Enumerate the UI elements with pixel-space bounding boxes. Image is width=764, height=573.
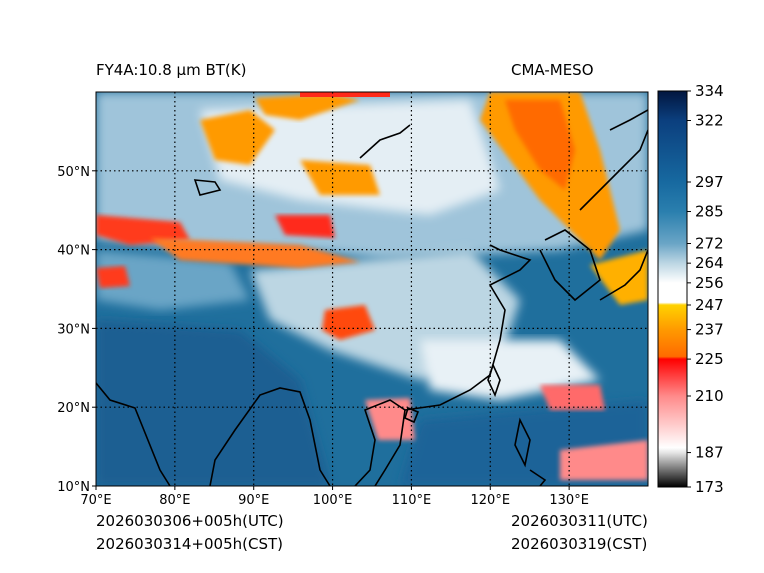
philippines-south [529, 469, 547, 486]
coastline-korea [539, 229, 601, 302]
colorbar [657, 90, 688, 488]
sichuan-red-cloud [322, 305, 375, 340]
init-time-utc: 2026030306+005h(UTC) [96, 512, 284, 530]
coastline-russia-east [579, 129, 648, 211]
coastline-okhotsk [609, 109, 648, 131]
lat-tick-label: 50°N [57, 165, 90, 180]
india-warm-region [96, 320, 330, 486]
lat-tick-label: 20°N [57, 401, 90, 416]
siberia-cloud-2 [255, 94, 360, 120]
india-high-cloud [96, 250, 250, 310]
longitude-axis: 70°E 80°E 90°E 100°E 110°E 120°E 130°E [80, 486, 589, 508]
colorbar-tick-label: 297 [695, 173, 724, 191]
west-red-blob [96, 266, 130, 288]
valid-time-utc: 2026030311(UTC) [511, 512, 648, 530]
coastline-bay-of-bengal [209, 387, 331, 486]
lon-tick-label: 70°E [80, 493, 111, 508]
colorbar-tick-label: 272 [695, 234, 724, 252]
lon-tick-label: 130°E [549, 493, 589, 508]
lon-tick-label: 90°E [238, 493, 269, 508]
colorbar-tick-label: 264 [695, 254, 724, 272]
coastline-japan [599, 249, 648, 301]
lat-tick-label: 40°N [57, 244, 90, 259]
philippine-convection [540, 385, 605, 410]
caspian-lake [193, 179, 222, 196]
north-red-cloud-1 [96, 215, 190, 245]
init-time-cst: 2026030314+005h(CST) [96, 535, 284, 553]
northern-white-cloud [200, 100, 500, 215]
model-name: CMA-MESO [511, 61, 594, 79]
lat-tick-label: 10°N [57, 480, 90, 495]
product-title: FY4A:10.8 μm BT(K) [96, 61, 247, 79]
colorbar-tick-label: 225 [695, 350, 724, 368]
taiwan-island [487, 362, 501, 398]
lat-tick-label: 30°N [57, 322, 90, 337]
north-orange-band [150, 238, 360, 268]
coastline-india [96, 382, 171, 486]
latitude-axis: 10°N 20°N 30°N 40°N 50°N [57, 165, 96, 495]
siberia-cloud-1 [200, 110, 275, 165]
coastline-indochina [354, 399, 406, 486]
coastline-china [404, 244, 532, 411]
colorbar-tick-label: 256 [695, 274, 724, 292]
colorbar-tick-label: 237 [695, 321, 724, 339]
map-frame [95, 91, 649, 487]
top-red-strip [300, 92, 390, 97]
colorbar-tick-label: 322 [695, 112, 724, 130]
lon-tick-label: 110°E [392, 493, 432, 508]
lon-tick-label: 120°E [471, 493, 511, 508]
tropical-convection [560, 440, 648, 480]
colorbar-tick-label: 247 [695, 296, 724, 314]
east-yellow-cloud [590, 250, 648, 305]
valid-time-cst: 2026030319(CST) [511, 535, 648, 553]
lon-tick-label: 80°E [159, 493, 190, 508]
lake-baikal [359, 124, 411, 159]
colorbar-tick-label: 334 [695, 82, 724, 100]
colorbar-tick-label: 285 [695, 203, 724, 221]
coastlines [96, 109, 648, 486]
colorbar-ticks: 173 187 210 225 237 247 256 264 272 285 297 322 334 [687, 82, 724, 496]
colorbar-tick-label: 210 [695, 387, 724, 405]
colorbar-tick-label: 173 [695, 478, 724, 496]
lon-tick-label: 100°E [313, 493, 353, 508]
philippines-luzon [514, 417, 531, 468]
pacific-frontal-core [505, 100, 575, 190]
colorbar-tick-label: 187 [695, 444, 724, 462]
north-red-cloud-2 [275, 215, 335, 238]
mongolia-cloud [300, 160, 380, 195]
hainan-island [404, 406, 420, 424]
graticule [96, 92, 648, 486]
satellite-image [96, 92, 648, 486]
